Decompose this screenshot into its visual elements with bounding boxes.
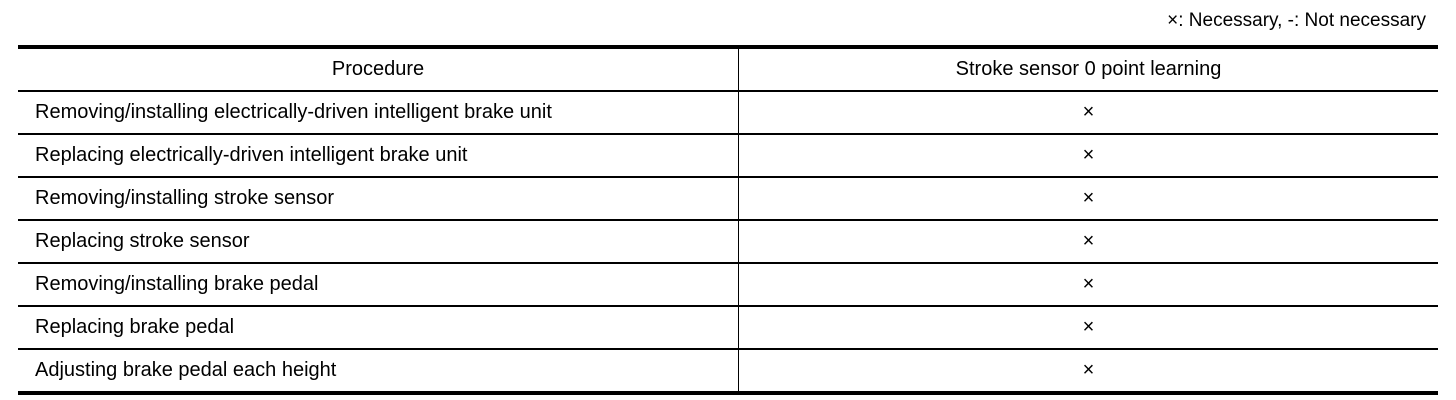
table-row: Replacing stroke sensor × xyxy=(18,220,1438,264)
header-row: Procedure Stroke sensor 0 point learning xyxy=(18,47,1438,92)
table-row: Removing/installing brake pedal × xyxy=(18,263,1438,307)
necessity-cell: × xyxy=(738,306,1438,350)
header-stroke-sensor-learning: Stroke sensor 0 point learning xyxy=(738,47,1438,92)
procedure-cell: Removing/installing brake pedal xyxy=(18,263,739,307)
necessity-cell: × xyxy=(738,263,1438,307)
necessity-cell: × xyxy=(738,134,1438,178)
header-procedure: Procedure xyxy=(18,47,739,92)
procedure-cell: Removing/installing stroke sensor xyxy=(18,177,739,221)
necessity-cell: × xyxy=(738,91,1438,135)
legend-note: ×: Necessary, -: Not necessary xyxy=(1167,10,1426,31)
table-row: Removing/installing stroke sensor × xyxy=(18,177,1438,221)
procedure-cell: Replacing electrically-driven intelligen… xyxy=(18,134,739,178)
necessity-cell: × xyxy=(1082,359,1095,381)
necessity-cell: × xyxy=(738,177,1438,221)
necessity-cell: × xyxy=(738,220,1438,264)
table-row: Replacing electrically-driven intelligen… xyxy=(18,134,1438,178)
table-row: Removing/installing electrically-driven … xyxy=(18,91,1438,135)
procedure-cell: Replacing brake pedal xyxy=(18,306,739,350)
table-row: Replacing brake pedal × xyxy=(18,306,1438,350)
procedure-table: Procedure Stroke sensor 0 point learning… xyxy=(18,45,1438,395)
procedure-cell: Replacing stroke sensor xyxy=(18,220,739,264)
procedure-cell: Adjusting brake pedal each height xyxy=(18,349,739,393)
procedure-cell: Removing/installing electrically-driven … xyxy=(18,91,739,135)
table-row: Adjusting brake pedal each height × xyxy=(18,349,1438,393)
